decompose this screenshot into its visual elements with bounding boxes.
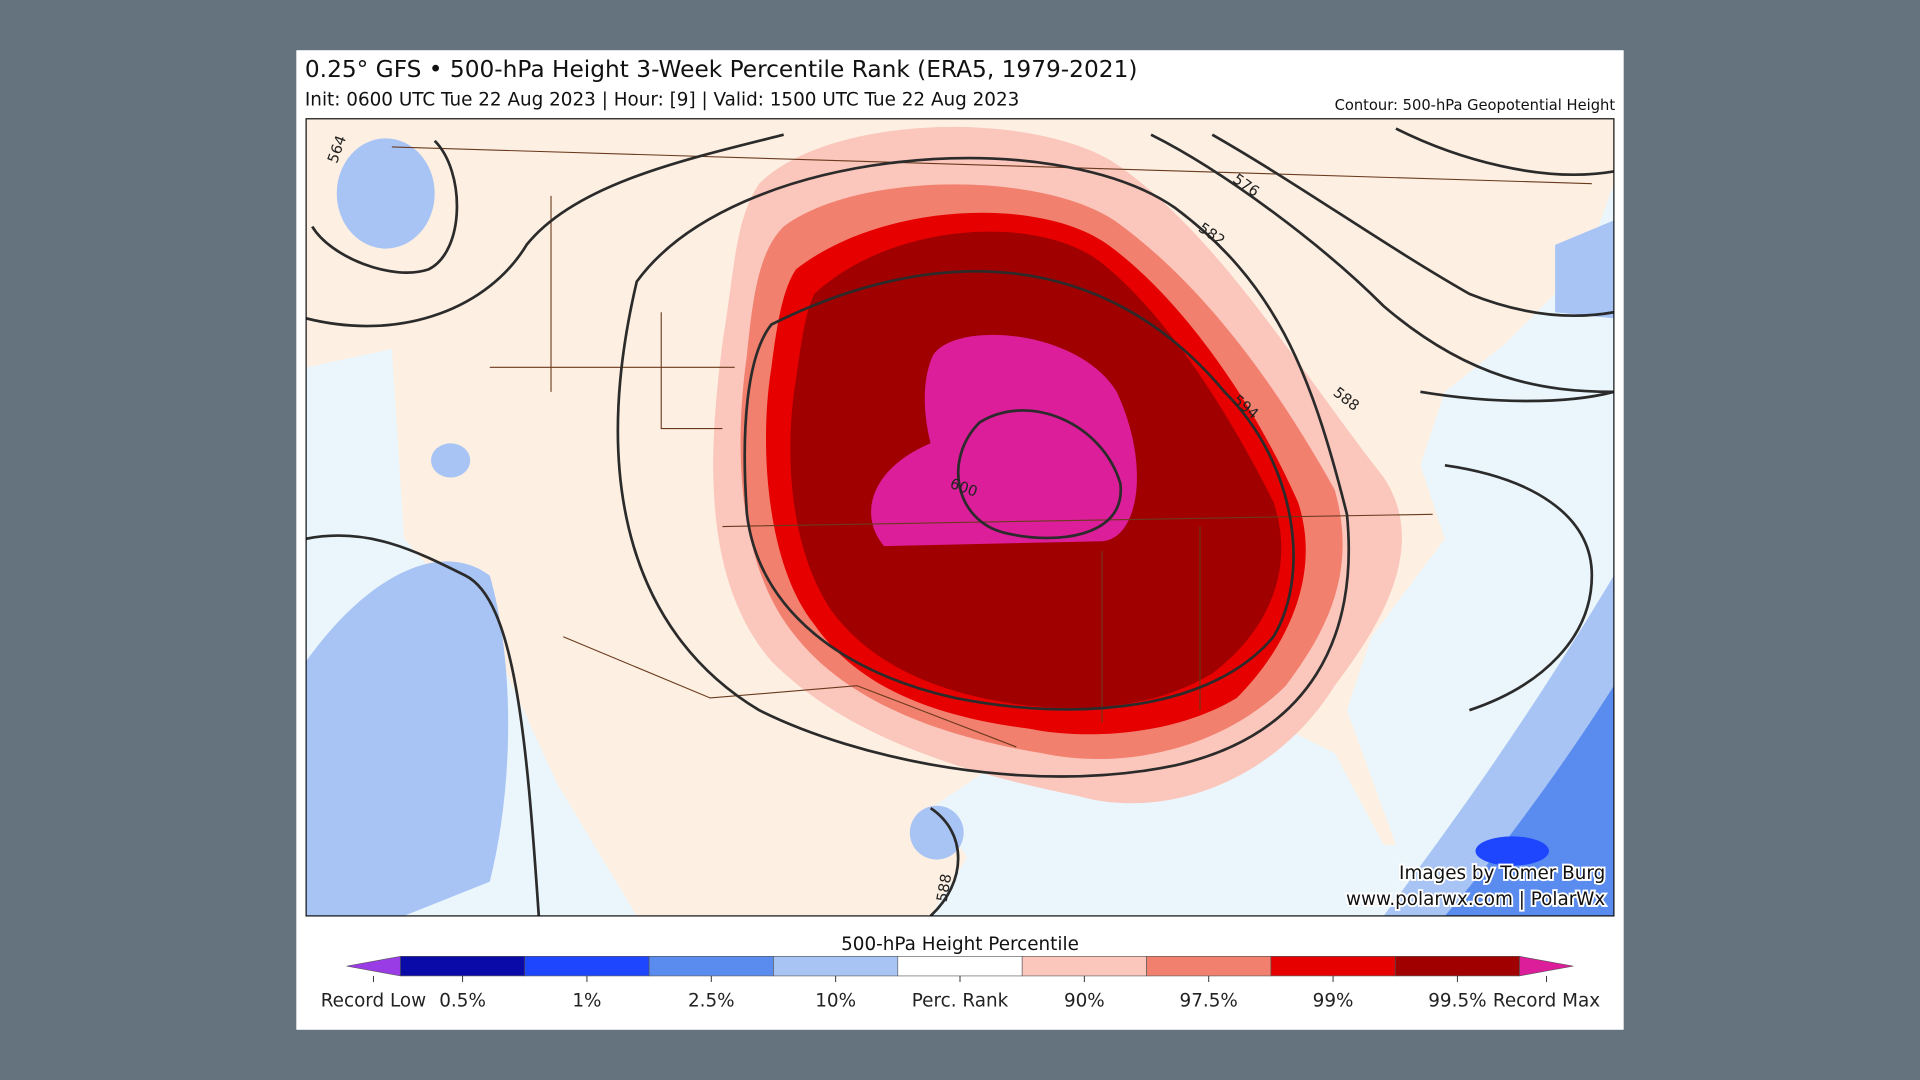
anomaly-low xyxy=(909,805,964,860)
colorbar-segment xyxy=(1021,956,1147,977)
anomaly-low xyxy=(1444,685,1614,916)
credit: www.polarwx.com | PolarWx xyxy=(1346,889,1605,910)
borders xyxy=(391,146,1592,748)
colorbar-segment xyxy=(1146,956,1272,977)
colorbar-segment xyxy=(648,956,774,977)
colorbar-label: Record Low xyxy=(321,991,426,1012)
anomaly-low xyxy=(1555,220,1614,319)
contour xyxy=(311,127,1614,274)
contour xyxy=(1211,133,1614,317)
subtitle: Init: 0600 UTC Tue 22 Aug 2023 | Hour: [… xyxy=(305,89,1019,110)
colorbar-segment xyxy=(1394,956,1520,977)
colorbar-label: Record Max xyxy=(1493,991,1600,1012)
contour-label: 588 xyxy=(934,873,956,904)
anomaly-max xyxy=(871,334,1137,547)
title: 0.25° GFS • 500-hPa Height 3-Week Percen… xyxy=(305,56,1138,83)
contour xyxy=(1150,133,1614,394)
anomaly-low xyxy=(336,138,435,249)
colorbar-label: 0.5% xyxy=(439,991,486,1012)
colorbar-segment xyxy=(773,956,899,977)
anomaly-low xyxy=(1475,836,1549,866)
contour xyxy=(743,269,1295,711)
contour xyxy=(956,409,1122,540)
anomaly-low xyxy=(306,561,509,916)
map-frame xyxy=(305,118,1615,917)
contour xyxy=(1444,463,1594,712)
contour xyxy=(306,133,1614,403)
colorbar-label: 90% xyxy=(1064,991,1105,1012)
anomaly-low xyxy=(431,443,471,478)
colorbar-title: 500-hPa Height Percentile xyxy=(841,934,1079,955)
map: 564 576 582 588 594 600 588 Images by To… xyxy=(305,118,1615,917)
colorbar: Record Low 0.5% 1% 2.5% 10% Perc. Rank 90% 97.5… xyxy=(321,955,1600,1012)
atlantic-gulf xyxy=(930,118,1614,916)
colorbar-label: 99% xyxy=(1313,991,1354,1012)
colorbar-segment xyxy=(1519,955,1574,977)
colorbar-segment xyxy=(524,956,650,977)
colorbar-segment xyxy=(400,956,526,977)
colorbar-label: Perc. Rank xyxy=(912,991,1009,1012)
colorbar-label: 1% xyxy=(572,991,601,1012)
contour-note: Contour: 500-hPa Geopotential Height xyxy=(1335,97,1616,114)
colorbar-label: 10% xyxy=(815,991,856,1012)
colorbar-label: 97.5% xyxy=(1180,991,1238,1012)
colorbar-label: 2.5% xyxy=(688,991,735,1012)
colorbar-label: 99.5% xyxy=(1428,991,1486,1012)
colorbar-segment xyxy=(1270,956,1396,977)
contour xyxy=(306,534,960,916)
credit: Images by Tomer Burg xyxy=(1399,863,1605,884)
contour xyxy=(616,156,1351,778)
colorbar-segment xyxy=(897,956,1023,977)
